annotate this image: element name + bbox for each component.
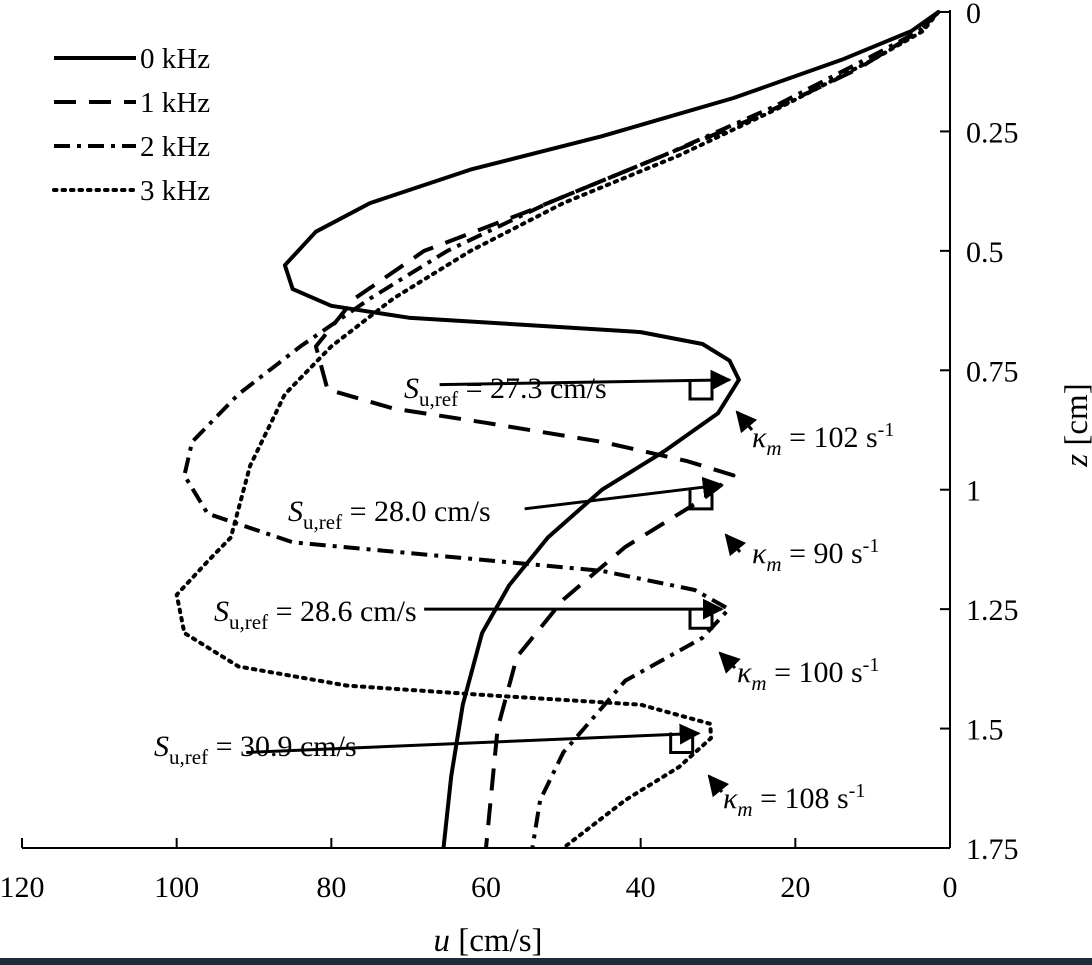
- annotation-label: Su,ref = 28.6 cm/s: [214, 595, 417, 634]
- x-axis-title: u [cm/s]: [433, 923, 542, 958]
- annotation-label: Su,ref = 27.3 cm/s: [404, 372, 607, 411]
- kappa-arrow: [724, 533, 747, 557]
- annotation-arrow: [439, 369, 732, 391]
- kappa-marker: [688, 378, 714, 401]
- x-tick-label: 0: [943, 871, 958, 904]
- x-tick-label: 60: [471, 871, 501, 904]
- kappa-label: κm = 100 s-1: [737, 654, 879, 695]
- kappa-arrow: [707, 774, 730, 798]
- y-tick-label: 1.5: [966, 714, 1004, 747]
- annotation-arrow: [246, 723, 701, 754]
- annotation-label: Su,ref = 28.0 cm/s: [288, 495, 491, 534]
- series-line-3-khz: [174, 10, 941, 850]
- y-tick-label: 1.75: [966, 833, 1019, 866]
- legend-label: 1 kHz: [140, 87, 210, 119]
- y-axis-title: z [cm]: [1059, 383, 1092, 467]
- series-lines: [174, 10, 941, 850]
- axes: 120 100 80 60 40 20 0 0 0.25 0.5 0.75 1 1.25 1.5 1.75: [0, 0, 1019, 904]
- axis-titles: u [cm/s] z [cm]: [433, 383, 1092, 958]
- series-line-0-khz: [282, 10, 940, 849]
- window-bottom-bar: [0, 958, 1092, 965]
- x-tick-label: 40: [626, 871, 656, 904]
- x-tick-label: 120: [0, 871, 45, 904]
- kappa-marker: [688, 488, 714, 511]
- annotation-label: Su,ref = 30.9 cm/s: [154, 730, 357, 769]
- kappa-arrow: [735, 410, 758, 434]
- kappa-arrow: [718, 651, 741, 674]
- legend-label: 3 kHz: [140, 175, 210, 207]
- legend-label: 2 kHz: [140, 131, 210, 163]
- x-tick-label: 100: [154, 871, 199, 904]
- x-tick-label: 20: [780, 871, 810, 904]
- y-tick-label: 0.5: [966, 236, 1004, 269]
- annotations: Su,ref = 27.3 cm/s Su,ref = 28.0 cm/s Su,r…: [154, 369, 894, 821]
- y-tick-label: 1.25: [966, 594, 1019, 627]
- y-tick-label: 1: [966, 475, 981, 508]
- kappa-label: κm = 102 s-1: [752, 419, 894, 460]
- y-tick-label: 0.25: [966, 116, 1019, 149]
- x-tick-label: 80: [316, 871, 346, 904]
- y-tick-label: 0: [966, 0, 981, 30]
- kappa-marker: [669, 732, 695, 754]
- kappa-label: κm = 90 s-1: [752, 535, 879, 576]
- legend-label: 0 kHz: [140, 43, 210, 75]
- legend: 0 kHz 1 kHz 2 kHz 3 kHz: [52, 43, 210, 207]
- kappa-marker: [688, 608, 714, 630]
- kappa-label: κm = 108 s-1: [723, 780, 865, 821]
- y-tick-label: 0.75: [966, 355, 1019, 388]
